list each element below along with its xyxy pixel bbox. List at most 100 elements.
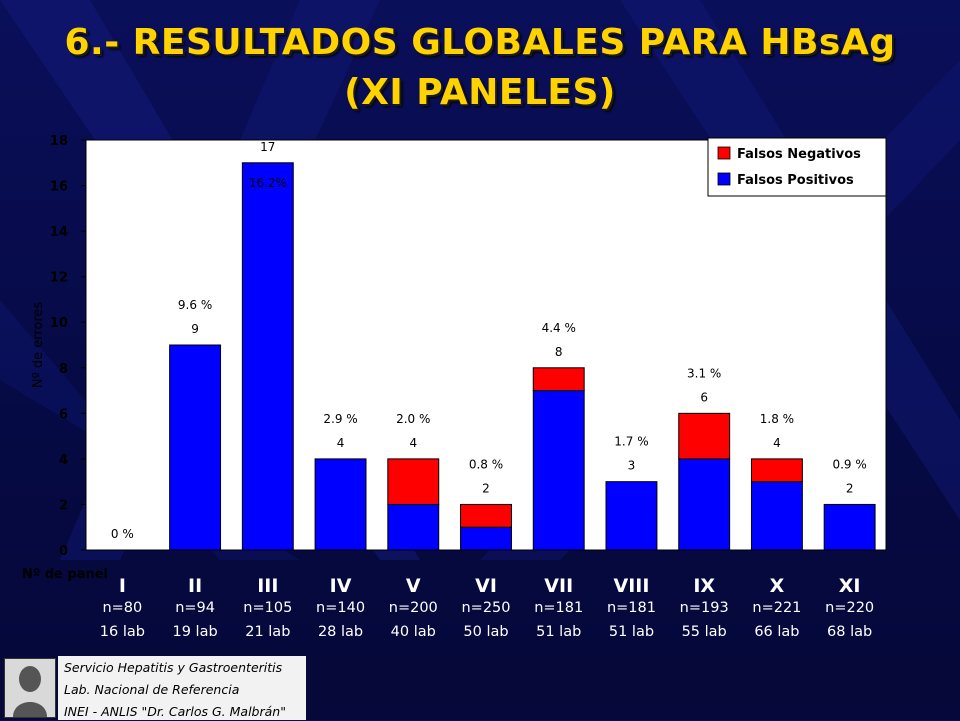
x-lab-label: 19 lab	[172, 624, 217, 640]
x-n-label: n=221	[752, 600, 801, 616]
x-category-label: XI	[839, 575, 861, 597]
bar-falsos-negativos	[460, 503, 512, 528]
x-lab-label: 55 lab	[682, 624, 727, 640]
bar-percent-label: 4.4 %	[542, 321, 576, 335]
bar-falsos-positivos	[460, 526, 512, 551]
x-n-label: n=250	[461, 600, 510, 616]
x-n-label: n=181	[534, 600, 583, 616]
legend-label-negativos: Falsos Negativos	[737, 147, 861, 162]
x-n-label: n=181	[607, 600, 656, 616]
institution-logo	[4, 658, 56, 718]
x-n-label: n=140	[316, 600, 365, 616]
x-category-label: II	[188, 575, 202, 597]
y-tick-label: 12	[50, 271, 68, 286]
bar-total-label: 4	[773, 436, 781, 450]
data-labels: 0 % 9 9.6 % 17 16.2% 4 2.9 % 4 2.0 % 2 0.8 % 8 4.4 %…	[111, 140, 867, 541]
bar-falsos-positivos	[387, 503, 440, 551]
x-n-label: n=80	[102, 600, 142, 616]
bar-falsos-negativos	[532, 367, 585, 392]
y-tick-label: 14	[50, 225, 68, 240]
bar-percent-label: 2.0 %	[396, 412, 430, 426]
page-subtitle: (XI PANELES)	[344, 72, 616, 113]
x-lab-label: 51 lab	[536, 624, 581, 640]
x-axis-title: Nº de panel	[22, 567, 108, 582]
footer-line-3: INEI - ANLIS "Dr. Carlos G. Malbrán"	[64, 704, 286, 719]
footer: Servicio Hepatitis y Gastroenteritis Lab…	[0, 652, 960, 720]
y-tick-label: 6	[59, 407, 68, 422]
x-category-label: V	[406, 575, 421, 597]
x-category-label: IX	[693, 575, 715, 597]
footer-line-2: Lab. Nacional de Referencia	[64, 682, 240, 697]
bar-chart: 0 2 4 6 8 10 12 14 16 18 0 % 9 9.6 % 17 16.2% 4 2.9 % 4 2…	[22, 134, 887, 640]
bar-percent-label: 9.6 %	[178, 298, 212, 312]
legend-label-positivos: Falsos Positivos	[737, 173, 854, 188]
x-category-label: VIII	[613, 575, 649, 597]
x-lab-label: 68 lab	[827, 624, 872, 640]
x-n-label: n=220	[825, 600, 874, 616]
bar-percent-label: 0.9 %	[832, 457, 866, 471]
legend-swatch-positivos	[717, 172, 731, 186]
bust-logo-icon	[13, 666, 47, 717]
bar-falsos-negativos	[387, 458, 440, 505]
bar-falsos-positivos	[169, 344, 222, 551]
x-lab-label: 40 lab	[391, 624, 436, 640]
bar-total-label: 2	[482, 481, 490, 495]
y-tick-label: 0	[59, 544, 68, 559]
bar-percent-label: 0.8 %	[469, 457, 503, 471]
bar-total-label: 6	[700, 390, 708, 404]
bar-total-label: 8	[555, 345, 563, 359]
y-tick-label: 2	[59, 498, 68, 513]
x-category-label: IV	[330, 575, 352, 597]
bar-total-label: 17	[260, 140, 275, 154]
y-tick-label: 16	[50, 180, 68, 195]
bar-falsos-positivos	[241, 162, 294, 551]
y-tick-label: 18	[50, 134, 68, 149]
bars	[169, 162, 876, 551]
x-category-label: VII	[544, 575, 573, 597]
x-category-label: I	[119, 575, 126, 597]
y-axis-title: Nº de errores	[31, 302, 46, 389]
bar-percent-label: 16.2%	[249, 176, 287, 190]
bar-percent-label: 1.7 %	[614, 435, 648, 449]
bar-total-label: 4	[337, 436, 345, 450]
legend: Falsos Negativos Falsos Positivos	[707, 137, 887, 197]
bar-falsos-positivos	[750, 481, 803, 551]
x-lab-label: 50 lab	[463, 624, 508, 640]
bar-falsos-negativos	[750, 458, 803, 483]
x-category-label: VI	[475, 575, 497, 597]
y-tick-label: 10	[50, 316, 68, 331]
bar-falsos-positivos	[823, 503, 876, 551]
bar-falsos-positivos	[678, 458, 731, 551]
x-axis: In=80 16 lab II n=94 19 lab III n=105 21 lab IV n…	[100, 575, 874, 640]
legend-box	[707, 137, 887, 197]
x-n-label: n=200	[389, 600, 438, 616]
y-tick-label: 8	[59, 362, 68, 377]
x-category-label: III	[257, 575, 278, 597]
x-lab-label: 66 lab	[754, 624, 799, 640]
x-lab-label: 51 lab	[609, 624, 654, 640]
x-lab-label: 28 lab	[318, 624, 363, 640]
bar-percent-label: 1.8 %	[760, 412, 794, 426]
bar-falsos-positivos	[532, 390, 585, 551]
x-lab-label: 21 lab	[245, 624, 290, 640]
bar-total-label: 9	[191, 322, 199, 336]
x-lab-label: 16 lab	[100, 624, 145, 640]
x-category-label: X	[770, 575, 785, 597]
legend-swatch-negativos	[717, 146, 731, 160]
page-title: 6.- RESULTADOS GLOBALES PARA HBsAg	[64, 22, 896, 63]
x-n-label: n=193	[680, 600, 729, 616]
bar-total-label: 4	[409, 436, 417, 450]
y-tick-label: 4	[59, 453, 68, 468]
y-axis: 0 2 4 6 8 10 12 14 16 18	[50, 134, 86, 559]
footer-line-1: Servicio Hepatitis y Gastroenteritis	[64, 660, 283, 675]
x-n-label: n=105	[243, 600, 292, 616]
x-n-label: n=94	[175, 600, 215, 616]
bar-percent-label: 3.1 %	[687, 366, 721, 380]
bar-falsos-negativos	[678, 412, 731, 460]
bar-total-label: 3	[628, 459, 636, 473]
bar-percent-label: 0 %	[111, 527, 134, 541]
bar-total-label: 2	[846, 481, 854, 495]
bar-percent-label: 2.9 %	[323, 412, 357, 426]
bar-falsos-positivos	[605, 481, 658, 551]
bar-falsos-positivos	[314, 458, 367, 551]
